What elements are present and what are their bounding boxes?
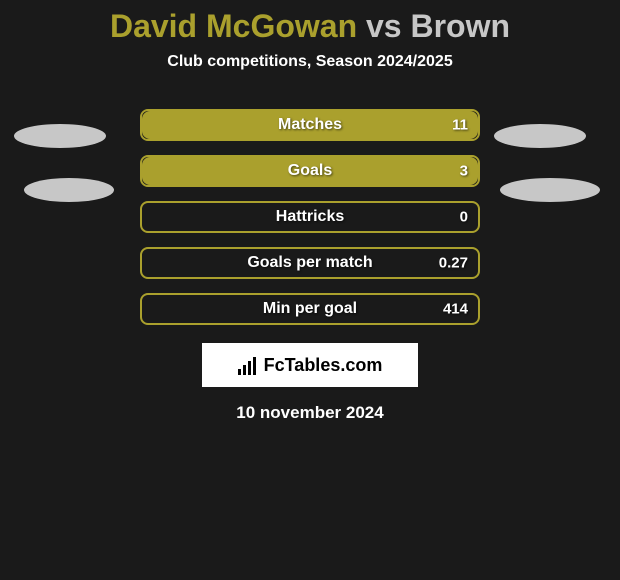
stat-label: Matches bbox=[278, 116, 342, 134]
stat-value: 11 bbox=[452, 117, 468, 134]
stat-row: Goals 3 bbox=[140, 155, 480, 187]
logo-text: FcTables.com bbox=[264, 355, 383, 376]
decorative-ellipse bbox=[500, 178, 600, 202]
logo-box: FcTables.com bbox=[202, 343, 418, 387]
stat-value: 3 bbox=[460, 163, 468, 180]
stat-label: Goals per match bbox=[247, 254, 372, 272]
subtitle: Club competitions, Season 2024/2025 bbox=[167, 53, 452, 71]
page-title: David McGowan vs Brown bbox=[110, 8, 510, 45]
player1-name: David McGowan bbox=[110, 8, 357, 44]
stat-value: 0 bbox=[460, 209, 468, 226]
stat-value: 0.27 bbox=[439, 255, 468, 272]
stat-row: Hattricks 0 bbox=[140, 201, 480, 233]
decorative-ellipse bbox=[24, 178, 114, 202]
stat-label: Goals bbox=[288, 162, 332, 180]
bar-chart-icon bbox=[238, 355, 258, 375]
stat-label: Min per goal bbox=[263, 300, 357, 318]
stat-label: Hattricks bbox=[276, 208, 344, 226]
comparison-infographic: David McGowan vs Brown Club competitions… bbox=[0, 0, 620, 423]
stat-row: Min per goal 414 bbox=[140, 293, 480, 325]
vs-text: vs bbox=[357, 8, 410, 44]
stat-value: 414 bbox=[443, 301, 468, 318]
stat-row: Matches 11 bbox=[140, 109, 480, 141]
player2-name: Brown bbox=[410, 8, 510, 44]
decorative-ellipse bbox=[494, 124, 586, 148]
stat-row: Goals per match 0.27 bbox=[140, 247, 480, 279]
date-text: 10 november 2024 bbox=[236, 403, 383, 423]
decorative-ellipse bbox=[14, 124, 106, 148]
